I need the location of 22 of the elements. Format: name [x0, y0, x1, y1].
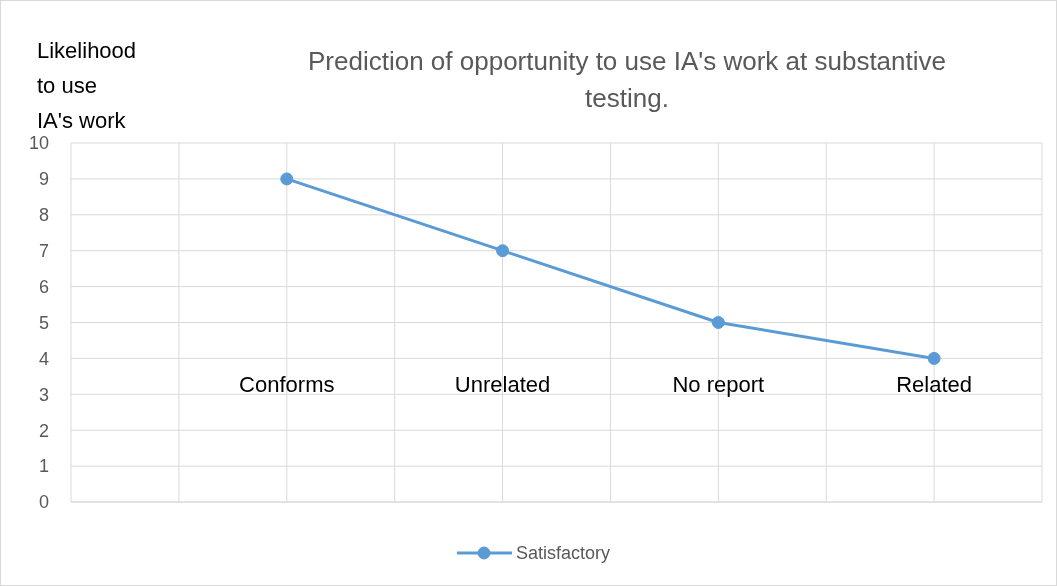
y-tick-label: 8: [38, 205, 49, 226]
y-axis-title: Likelihood to use IA's work: [37, 38, 137, 133]
x-tick-label: Conforms: [239, 371, 335, 397]
point: [280, 172, 294, 186]
y-tick-label: 9: [38, 169, 49, 190]
y-tick-label: 10: [28, 133, 49, 154]
x-tick-label: No report: [672, 371, 765, 397]
point: [711, 316, 725, 329]
y-tick-label: 7: [38, 241, 49, 261]
x-tick-label: Unrelated: [454, 371, 551, 397]
y-tick-label: 4: [38, 348, 49, 369]
y-tick-label: 2: [38, 420, 49, 441]
y-tick-label: 1: [38, 456, 49, 477]
x-tick-label: Related: [896, 371, 973, 397]
y-tick-label: 3: [38, 384, 49, 405]
point: [496, 244, 510, 258]
legend-label: Satisfactory: [516, 543, 611, 564]
y-tick-label: 5: [38, 312, 49, 333]
y-tick-label: 6: [38, 276, 49, 297]
chart-title: Prediction of opportunity to use IA's work at substantive testing.: [308, 46, 946, 113]
point: [927, 351, 941, 365]
y-tick-label: 0: [38, 492, 49, 513]
